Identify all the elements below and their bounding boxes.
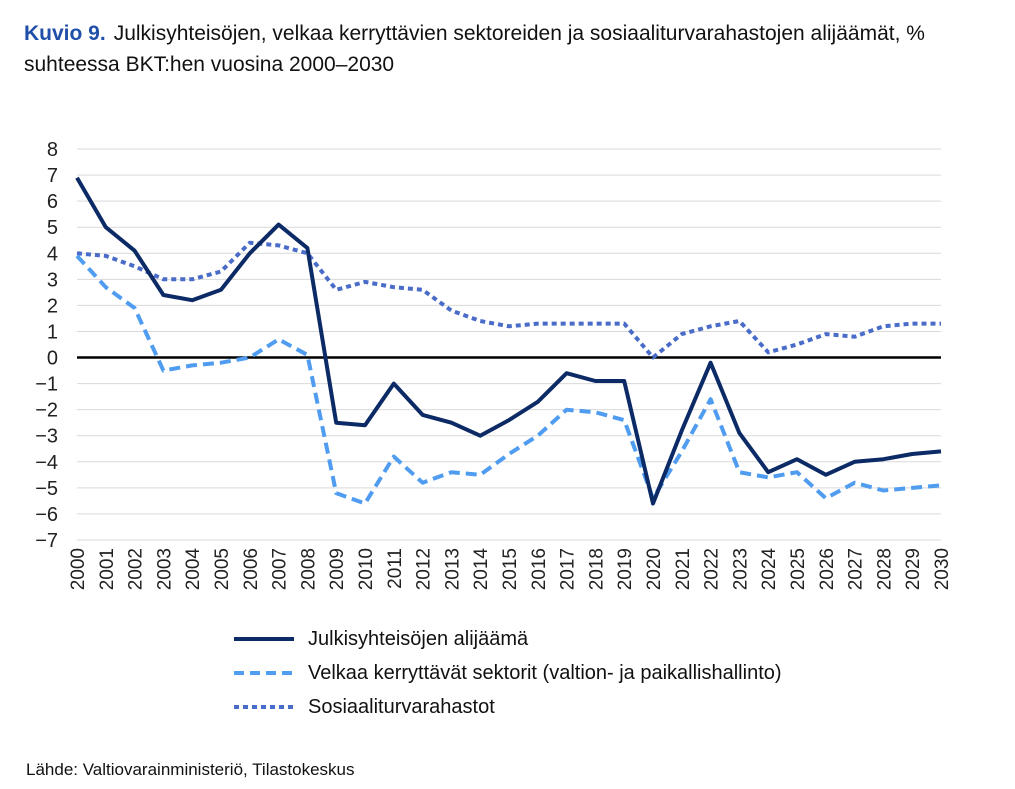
x-tick-label: 2028 <box>874 548 895 590</box>
x-tick-label: 2018 <box>586 548 607 590</box>
legend-swatch-solid <box>234 637 294 641</box>
x-tick-label: 2010 <box>356 548 377 590</box>
y-tick-label: −7 <box>35 530 58 552</box>
y-tick-label: −3 <box>35 426 58 448</box>
x-tick-label: 2021 <box>673 548 694 590</box>
x-tick-label: 2000 <box>68 548 89 590</box>
legend-label-velkaa: Velkaa kerryttävät sektorit (valtion- ja… <box>308 661 782 684</box>
x-tick-label: 2007 <box>270 548 291 590</box>
y-tick-label: −1 <box>35 374 58 396</box>
x-tick-label: 2012 <box>414 548 435 590</box>
x-tick-label: 2024 <box>759 548 780 591</box>
x-tick-label: 2027 <box>846 548 867 590</box>
y-tick-label: 5 <box>47 217 58 239</box>
x-tick-label: 2001 <box>97 548 118 590</box>
source-note: Lähde: Valtiovarainministeriö, Tilastoke… <box>26 760 355 779</box>
figure-title-block: Kuvio 9. Julkisyhteisöjen, velkaa kerrytt… <box>24 18 984 80</box>
x-tick-label: 2009 <box>327 548 348 590</box>
y-tick-label: 2 <box>47 295 58 317</box>
legend-swatch-dotted <box>234 705 294 709</box>
chart-legend: Julkisyhteisöjen alijäämä Velkaa kerrytt… <box>232 622 782 724</box>
y-tick-label: 3 <box>47 269 58 291</box>
legend-item-velkaa: Velkaa kerryttävät sektorit (valtion- ja… <box>232 656 782 690</box>
y-tick-label: 1 <box>47 321 58 343</box>
y-tick-label: −5 <box>35 478 58 500</box>
figure-title: Julkisyhteisöjen, velkaa kerryttävien se… <box>24 22 925 76</box>
y-tick-label: 4 <box>47 243 58 265</box>
x-tick-label: 2017 <box>558 548 579 590</box>
x-tick-label: 2013 <box>442 548 463 590</box>
y-tick-label: 0 <box>47 348 58 370</box>
x-tick-label: 2004 <box>183 548 204 591</box>
x-tick-label: 2026 <box>817 548 838 590</box>
figure-label: Kuvio 9. <box>24 22 106 45</box>
x-tick-label: 2008 <box>298 548 319 590</box>
x-tick-label: 2002 <box>126 548 147 590</box>
y-tick-label: −4 <box>35 452 58 474</box>
x-tick-label: 2005 <box>212 548 233 590</box>
series-line-1 <box>75 176 942 506</box>
legend-item-julkisyhteisot: Julkisyhteisöjen alijäämä <box>232 622 782 656</box>
y-tick-label: 8 <box>47 139 58 161</box>
x-tick-label: 2011 <box>385 548 406 589</box>
x-tick-label: 2014 <box>471 548 492 591</box>
x-tick-label: 2020 <box>644 548 665 590</box>
x-tick-label: 2022 <box>702 548 723 590</box>
y-tick-label: 6 <box>47 191 58 213</box>
legend-swatch-dashed <box>234 671 294 675</box>
series-line-3 <box>76 240 941 360</box>
x-tick-label: 2030 <box>932 548 953 590</box>
x-tick-label: 2003 <box>154 548 175 590</box>
series-line-2 <box>75 254 942 506</box>
x-tick-label: 2025 <box>788 548 809 590</box>
x-tick-label: 2006 <box>241 548 262 590</box>
legend-label-sosiaaliturva: Sosiaaliturvarahastot <box>308 695 495 718</box>
y-tick-label: 7 <box>47 165 58 187</box>
x-tick-label: 2015 <box>500 548 521 590</box>
y-tick-label: −6 <box>35 504 58 526</box>
x-tick-label: 2016 <box>529 548 550 590</box>
legend-label-julkisyhteisot: Julkisyhteisöjen alijäämä <box>308 627 529 650</box>
y-tick-label: −2 <box>35 400 58 422</box>
x-tick-label: 2023 <box>730 548 751 590</box>
legend-item-sosiaaliturva: Sosiaaliturvarahastot <box>232 690 782 724</box>
x-tick-label: 2019 <box>615 548 636 590</box>
x-tick-label: 2029 <box>903 548 924 590</box>
